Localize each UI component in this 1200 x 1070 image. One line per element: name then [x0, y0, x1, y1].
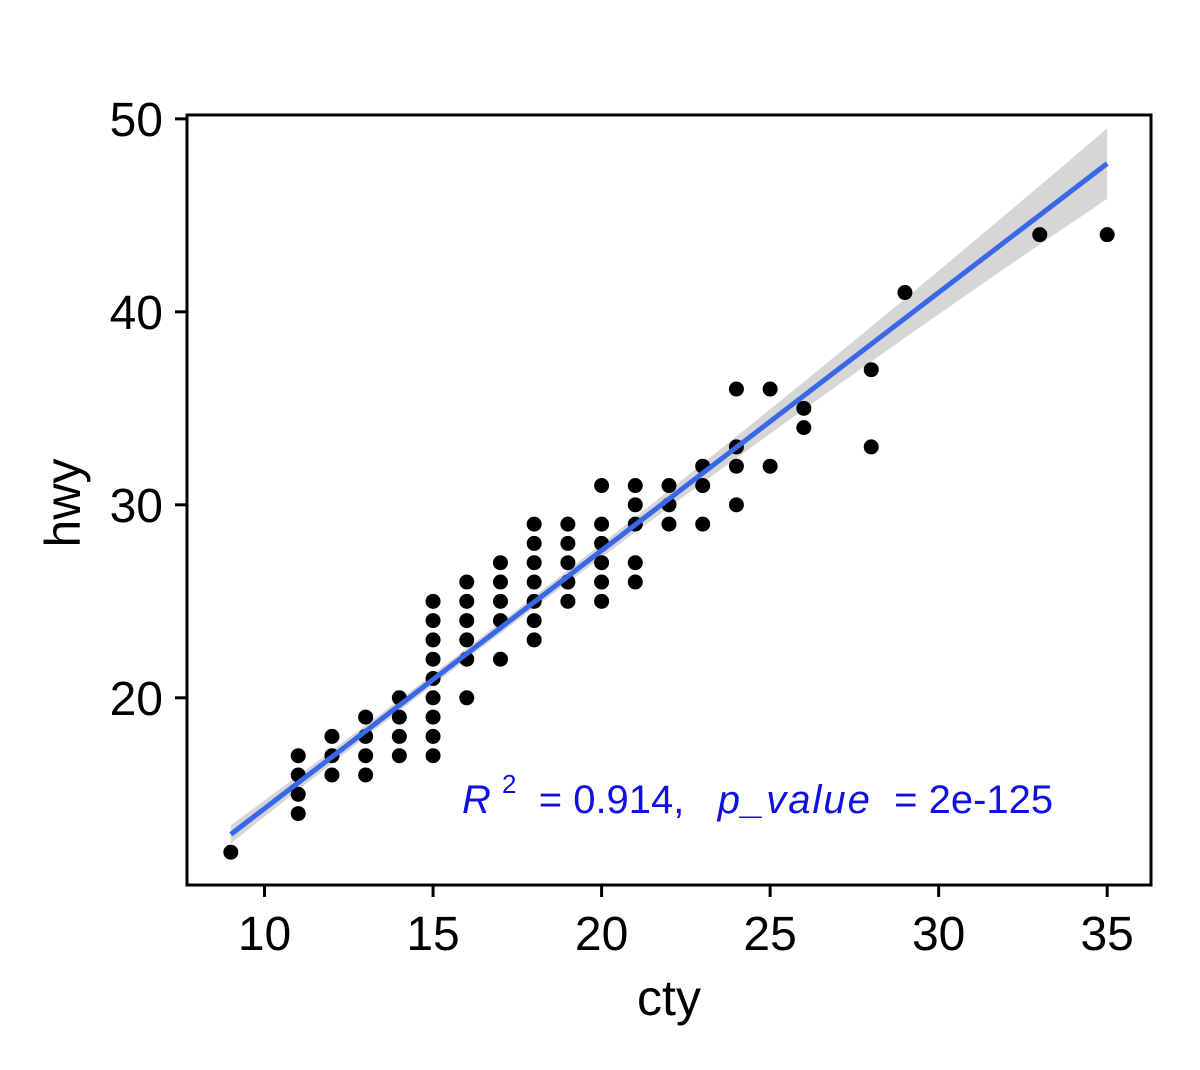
data-point [358, 709, 374, 725]
data-point [728, 458, 744, 474]
data-point [661, 478, 677, 494]
data-point [324, 728, 340, 744]
data-point [425, 613, 441, 629]
data-point [459, 593, 475, 609]
x-axis-label: cty [637, 970, 701, 1026]
data-point [391, 748, 407, 764]
data-point [661, 516, 677, 532]
data-point [1099, 227, 1115, 243]
data-point [728, 497, 744, 513]
annotation-r-exponent: 2 [502, 769, 516, 799]
plot-panel-border [185, 113, 1153, 887]
data-point [459, 613, 475, 629]
data-point [560, 535, 576, 551]
data-point [728, 381, 744, 397]
data-point [358, 767, 374, 783]
data-point [425, 748, 441, 764]
data-point [492, 651, 508, 667]
data-point [526, 574, 542, 590]
regression-line-layer [229, 161, 1109, 837]
data-point [627, 478, 643, 494]
data-point [796, 420, 812, 436]
annotation-p-symbol: p_value [717, 778, 872, 822]
data-point [560, 555, 576, 571]
regression-line [229, 161, 1109, 837]
data-point [324, 767, 340, 783]
data-point [290, 806, 306, 822]
data-point [492, 593, 508, 609]
data-point [425, 651, 441, 667]
data-point [391, 709, 407, 725]
data-point [627, 497, 643, 513]
y-tick-label: 50 [110, 94, 163, 147]
x-tick-label: 25 [743, 908, 796, 961]
y-tick-label: 20 [110, 673, 163, 726]
data-point [695, 516, 711, 532]
data-point [223, 844, 239, 860]
data-point [425, 593, 441, 609]
data-point [425, 709, 441, 725]
x-tick-label: 30 [912, 908, 965, 961]
data-point [796, 400, 812, 416]
data-point [627, 555, 643, 571]
x-tick-label: 10 [238, 908, 291, 961]
x-tick-label: 35 [1080, 908, 1133, 961]
data-point [459, 574, 475, 590]
data-point [526, 613, 542, 629]
data-point [492, 574, 508, 590]
data-point [459, 632, 475, 648]
data-point [560, 516, 576, 532]
data-point [459, 690, 475, 706]
data-point [526, 632, 542, 648]
data-point [762, 458, 778, 474]
data-point [425, 632, 441, 648]
annotation-text: R 2 = 0.914, p_value = 2e-125 [462, 758, 1053, 822]
data-point [526, 535, 542, 551]
data-point [863, 362, 879, 378]
annotation-r-value: = 0.914, [528, 778, 707, 822]
axes-layer: 10 15 20 25 30 35 20 30 40 50 [110, 94, 1134, 961]
y-tick-label: 40 [110, 287, 163, 340]
points-layer [223, 227, 1115, 860]
x-tick-label: 20 [575, 908, 628, 961]
data-point [762, 381, 778, 397]
data-point [594, 516, 610, 532]
data-point [897, 285, 913, 301]
data-point [358, 748, 374, 764]
data-point [425, 690, 441, 706]
data-point [863, 439, 879, 455]
data-point [290, 786, 306, 802]
data-point [594, 555, 610, 571]
data-point [695, 478, 711, 494]
data-point [560, 593, 576, 609]
data-point [1032, 227, 1048, 243]
x-tick-label: 15 [406, 908, 459, 961]
data-point [594, 593, 610, 609]
data-point [594, 574, 610, 590]
y-tick-label: 30 [110, 480, 163, 533]
data-point [492, 555, 508, 571]
data-point [594, 478, 610, 494]
data-point [526, 516, 542, 532]
data-point [425, 728, 441, 744]
annotation-r-symbol: R [462, 778, 491, 822]
y-axis-label: hwy [35, 459, 91, 548]
data-point [290, 748, 306, 764]
data-point [627, 574, 643, 590]
annotation-p-value: = 2e-125 [883, 778, 1053, 822]
data-point [526, 555, 542, 571]
data-point [391, 728, 407, 744]
